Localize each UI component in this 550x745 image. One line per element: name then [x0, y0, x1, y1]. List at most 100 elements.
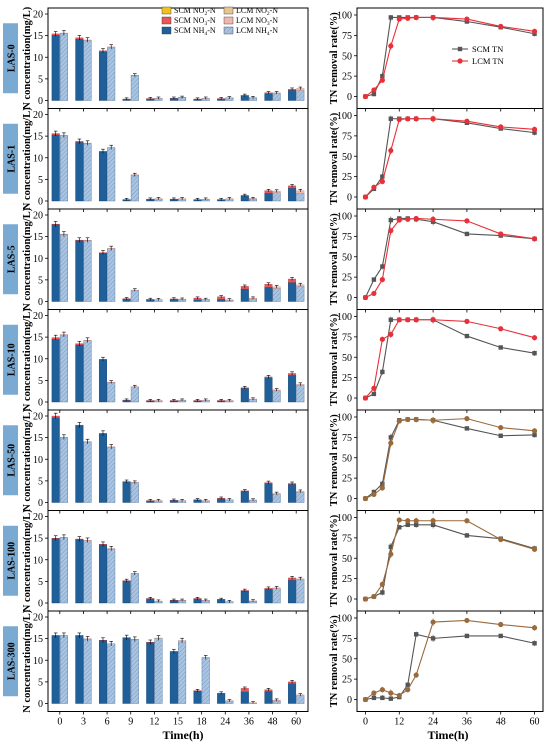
point-lcm [498, 231, 504, 237]
y-tick-label: 0 [347, 193, 352, 204]
bar-scm-nh4 [264, 691, 273, 704]
bar-lcm-nh4 [107, 248, 116, 302]
bar-lcm-nh4 [107, 147, 116, 202]
bar-lcm-nh4 [272, 93, 281, 101]
point-scm [498, 633, 503, 639]
bar-scm-nh4 [51, 538, 60, 604]
point-scm [464, 333, 470, 339]
y-tick-label: 5 [38, 476, 43, 487]
y-tick-label: 15 [33, 634, 43, 645]
bar-scm-nh4 [240, 691, 249, 704]
y-tick-label: 10 [33, 153, 43, 164]
bar-lcm-nh4 [59, 537, 68, 604]
point-lcm [379, 336, 385, 342]
point-lcm [413, 14, 419, 21]
y-tick-label: 50 [342, 554, 352, 565]
y-tick-label: 25 [342, 474, 352, 485]
y-tick-label: 10 [33, 254, 43, 265]
bar-lcm-nh4 [130, 573, 139, 604]
bar-scm-nh4 [288, 683, 297, 704]
y-tick-label: 50 [342, 51, 352, 62]
y-tick-label: 5 [38, 275, 43, 286]
legend-label: LCM NH4-N [236, 26, 278, 37]
point-lcm [531, 625, 538, 631]
point-scm [388, 15, 394, 20]
y-tick-label: 0 [347, 394, 352, 405]
point-lcm [405, 317, 411, 323]
bar-scm-nh4 [51, 417, 60, 503]
point-lcm [388, 43, 394, 49]
y-tick-label: 75 [342, 533, 352, 544]
point-lcm [464, 16, 470, 22]
y-tick-label: 5 [38, 376, 43, 387]
y-tick-label: 0 [38, 96, 43, 107]
point-lcm [371, 87, 377, 93]
y-tick-label: 75 [342, 433, 352, 444]
point-lcm [379, 485, 385, 491]
point-lcm [531, 28, 538, 34]
x-tick-label: 48 [268, 717, 278, 728]
y-tick-label: 25 [342, 172, 352, 183]
bar-scm-nh4 [98, 640, 107, 704]
legend-label: LCM NO2-N [236, 6, 278, 17]
point-lcm [498, 326, 504, 332]
right-x-axis-title: Time(h) [427, 728, 468, 742]
bar-scm-nh4 [240, 590, 249, 604]
bar-scm-nh4 [75, 539, 84, 604]
bar-scm-nh4 [122, 637, 131, 704]
x-tick-label: 0 [363, 717, 368, 728]
bar-lcm-nh4 [178, 640, 187, 704]
point-lcm [396, 418, 402, 424]
legend-marker [457, 46, 463, 52]
y-tick-label: 15 [33, 333, 43, 344]
point-scm [464, 426, 470, 431]
point-scm [397, 525, 402, 530]
y-tick-label: 20 [33, 412, 43, 423]
y-tick-label: 0 [38, 498, 43, 509]
bar-scm-nh4 [288, 282, 297, 302]
bar-panel-las-50: 0 5 10 15 20 LAS-50 N concentration(mg/L) [3, 408, 309, 514]
y-tick-label: 15 [33, 433, 43, 444]
point-lcm [498, 424, 504, 431]
bar-scm-nh4 [122, 481, 131, 503]
panel-tag [3, 324, 18, 395]
bar-lcm-nh4 [107, 382, 116, 403]
y-tick-label: 20 [33, 512, 43, 523]
point-lcm [531, 335, 538, 341]
point-scm [388, 696, 394, 701]
x-tick-label: 12 [394, 717, 404, 728]
series-line-lcm [365, 519, 535, 600]
bar-scm-nh4 [240, 195, 249, 202]
y-tick-label: 25 [342, 675, 352, 686]
panel-tag-label: LAS-10 [7, 343, 18, 376]
y-tick-label: 20 [33, 211, 43, 222]
y-axis-title: TN removal rate(%) [329, 514, 340, 606]
point-lcm [388, 331, 394, 338]
bar-lcm-nh4 [272, 288, 281, 302]
x-tick-label: 24 [428, 717, 438, 728]
y-tick-label: 0 [347, 595, 352, 606]
panel-tag [3, 525, 18, 596]
series-line-scm [365, 16, 535, 98]
y-tick-label: 0 [38, 699, 43, 710]
bar-scm-nh4 [240, 387, 249, 403]
y-tick-label: 10 [33, 656, 43, 667]
bar-lcm-nh4 [83, 143, 92, 202]
point-scm [430, 522, 436, 528]
point-scm [371, 391, 377, 397]
x-tick-label: 48 [496, 717, 506, 728]
bar-lcm-nh4 [130, 174, 139, 202]
y-tick-label: 20 [33, 110, 43, 121]
y-tick-label: 5 [38, 677, 43, 688]
point-lcm [430, 417, 436, 423]
y-axis-title: N concentration(mg/L) [22, 308, 33, 411]
y-tick-label: 100 [337, 614, 352, 625]
bar-scm-nh4 [146, 642, 155, 704]
point-lcm [531, 546, 538, 552]
bar-scm-nh4 [217, 693, 226, 704]
y-axis-title: TN removal rate(%) [329, 313, 340, 405]
